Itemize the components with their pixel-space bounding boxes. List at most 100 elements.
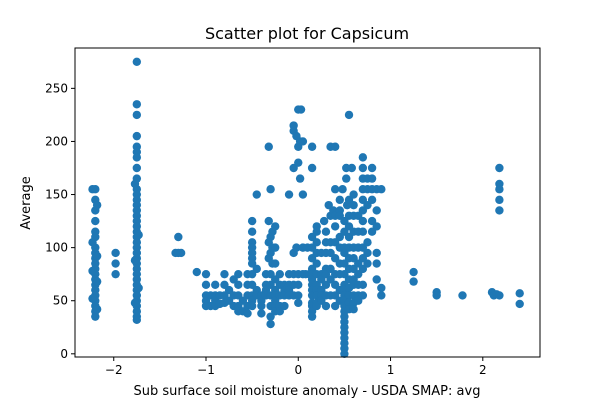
y-tick-label: 200	[45, 134, 68, 148]
scatter-point	[372, 248, 381, 258]
scatter-point	[289, 121, 298, 130]
scatter-point	[257, 301, 266, 311]
scatter-point	[111, 269, 120, 279]
y-axis-label: Average	[19, 176, 34, 229]
scatter-point	[130, 256, 140, 265]
scatter-point	[515, 299, 524, 309]
scatter-point	[298, 137, 308, 146]
scatter-point	[88, 238, 97, 247]
scatter-point	[275, 269, 285, 279]
x-tick-label: 1	[387, 363, 395, 377]
scatter-point	[495, 195, 504, 205]
x-axis-label: Sub surface soil moisture anomaly - USDA…	[134, 384, 481, 399]
x-tick-label: 0	[294, 363, 302, 377]
scatter-point	[247, 301, 257, 311]
scatter-point	[312, 238, 321, 247]
scatter-point	[409, 277, 418, 286]
scatter-point	[358, 153, 368, 162]
y-tick-label: 0	[60, 347, 68, 361]
scatter-point	[372, 259, 381, 268]
scatter-point	[211, 280, 220, 289]
scatter-point	[358, 291, 368, 300]
data-points	[88, 57, 524, 359]
scatter-point	[252, 264, 261, 274]
chart-title: Scatter plot for Capsicum	[205, 24, 409, 43]
scatter-point	[201, 280, 211, 289]
scatter-point	[319, 216, 329, 226]
x-tick-label: 2	[479, 363, 487, 377]
scatter-point	[363, 259, 372, 268]
scatter-point	[312, 259, 321, 268]
scatter-point	[130, 179, 140, 189]
scatter-point	[347, 163, 356, 173]
scatter-point	[132, 110, 142, 120]
scatter-point	[495, 206, 504, 215]
scatter-point	[174, 232, 183, 242]
scatter-point	[132, 153, 142, 162]
scatter-point	[338, 185, 347, 194]
scatter-point	[88, 266, 97, 276]
scatter-point	[192, 267, 201, 277]
scatter-point	[363, 238, 372, 247]
scatter-point	[92, 277, 102, 286]
scatter-point	[134, 230, 143, 240]
scatter-point	[358, 280, 368, 289]
scatter-point	[295, 174, 305, 183]
y-tick-label: 50	[53, 294, 68, 308]
scatter-point	[294, 291, 303, 300]
scatter-point	[280, 301, 289, 311]
scatter-point	[377, 291, 386, 300]
scatter-point	[257, 309, 266, 318]
scatter-point	[271, 243, 280, 252]
scatter-point	[372, 222, 381, 231]
scatter-point	[234, 280, 243, 289]
scatter-point	[294, 298, 303, 308]
scatter-point	[88, 185, 97, 194]
scatter-point	[234, 269, 243, 279]
scatter-point	[111, 259, 120, 268]
scatter-point	[349, 190, 358, 199]
x-tick-label: −1	[197, 363, 215, 377]
scatter-point	[312, 227, 321, 236]
scatter-point	[271, 259, 280, 268]
y-tick-label: 100	[45, 241, 68, 255]
scatter-point	[132, 163, 142, 173]
scatter-point	[377, 185, 386, 194]
scatter-point	[321, 301, 331, 311]
scatter-point	[363, 248, 372, 258]
scatter-point	[298, 190, 308, 199]
scatter-point	[294, 280, 303, 289]
y-tick-label: 250	[45, 81, 68, 95]
scatter-point	[307, 312, 317, 321]
scatter-point	[264, 216, 273, 226]
scatter-point	[132, 57, 142, 66]
scatter-point	[91, 312, 100, 321]
scatter-point	[294, 158, 303, 167]
scatter-point	[495, 163, 504, 173]
scatter-point	[130, 298, 140, 308]
scatter-point	[88, 294, 97, 303]
scatter-point	[349, 200, 358, 210]
scatter-point	[284, 190, 294, 199]
scatter-point	[307, 163, 317, 173]
scatter-point	[358, 216, 368, 226]
scatter-point	[372, 206, 381, 215]
scatter-point	[432, 291, 441, 300]
scatter-point	[344, 110, 354, 120]
scatter-point	[495, 291, 504, 300]
scatter-point	[358, 163, 368, 173]
scatter-point	[515, 289, 524, 298]
scatter-point	[330, 222, 340, 231]
scatter-point	[271, 222, 280, 231]
scatter-point	[134, 283, 143, 293]
plot-frame	[74, 47, 541, 358]
scatter-point	[321, 227, 331, 236]
scatter-point	[372, 275, 381, 284]
scatter-point	[330, 185, 340, 194]
scatter-point	[266, 185, 275, 194]
scatter-point	[296, 105, 306, 114]
scatter-point	[342, 174, 351, 183]
scatter-point	[92, 251, 102, 261]
scatter-point	[335, 195, 344, 205]
